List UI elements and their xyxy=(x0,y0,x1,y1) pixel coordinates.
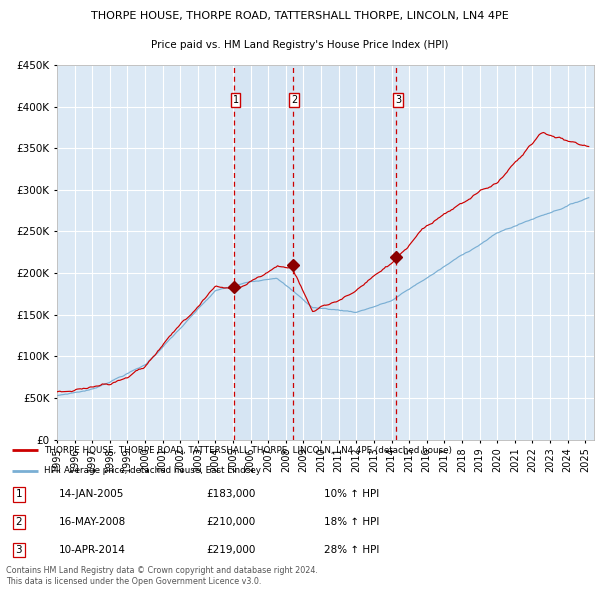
Text: Price paid vs. HM Land Registry's House Price Index (HPI): Price paid vs. HM Land Registry's House … xyxy=(151,41,449,50)
Text: £183,000: £183,000 xyxy=(206,489,255,499)
Text: 1: 1 xyxy=(232,95,239,105)
Text: 3: 3 xyxy=(16,545,22,555)
Text: 10% ↑ HPI: 10% ↑ HPI xyxy=(323,489,379,499)
Text: 2: 2 xyxy=(16,517,22,527)
Text: 14-JAN-2005: 14-JAN-2005 xyxy=(59,489,124,499)
Text: 16-MAY-2008: 16-MAY-2008 xyxy=(59,517,126,527)
Text: 10-APR-2014: 10-APR-2014 xyxy=(59,545,126,555)
Text: 18% ↑ HPI: 18% ↑ HPI xyxy=(323,517,379,527)
Text: 1: 1 xyxy=(16,489,22,499)
Bar xyxy=(234,65,397,440)
Text: 28% ↑ HPI: 28% ↑ HPI xyxy=(323,545,379,555)
Text: HPI: Average price, detached house, East Lindsey: HPI: Average price, detached house, East… xyxy=(44,466,261,475)
Text: £219,000: £219,000 xyxy=(206,545,255,555)
Text: 2: 2 xyxy=(291,95,298,105)
Text: 3: 3 xyxy=(395,95,401,105)
Text: THORPE HOUSE, THORPE ROAD, TATTERSHALL THORPE, LINCOLN, LN4 4PE (detached house): THORPE HOUSE, THORPE ROAD, TATTERSHALL T… xyxy=(44,446,452,455)
Text: THORPE HOUSE, THORPE ROAD, TATTERSHALL THORPE, LINCOLN, LN4 4PE: THORPE HOUSE, THORPE ROAD, TATTERSHALL T… xyxy=(91,11,509,21)
Text: £210,000: £210,000 xyxy=(206,517,255,527)
Text: Contains HM Land Registry data © Crown copyright and database right 2024.
This d: Contains HM Land Registry data © Crown c… xyxy=(6,566,318,586)
